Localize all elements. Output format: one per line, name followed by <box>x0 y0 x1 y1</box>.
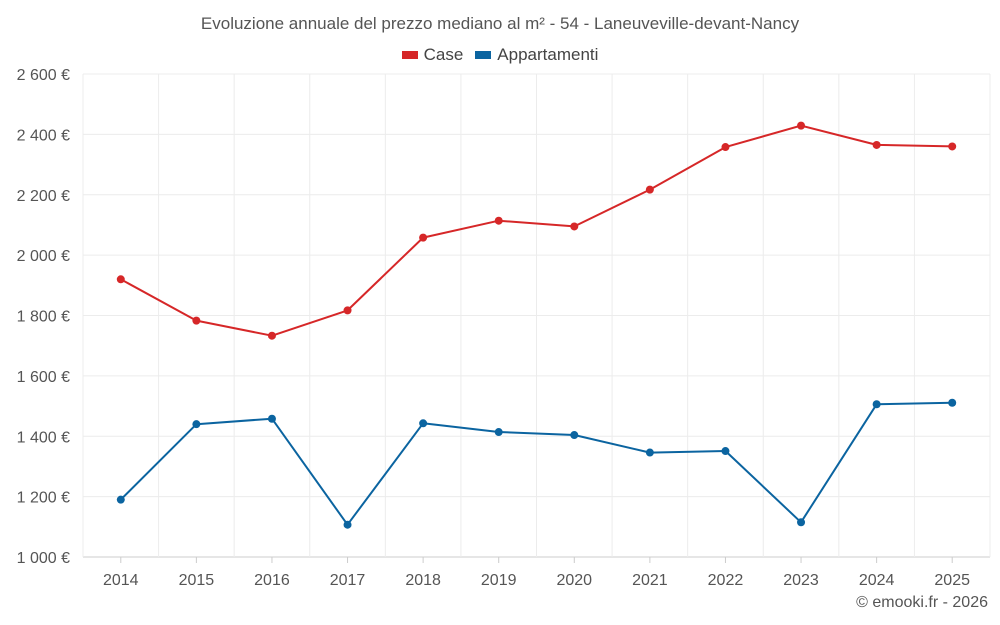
x-tick-label: 2015 <box>179 572 215 589</box>
data-point-case <box>494 216 503 225</box>
data-point-appartamenti <box>494 428 503 437</box>
x-tick-label: 2020 <box>556 572 592 589</box>
x-tick-label: 2022 <box>708 572 744 589</box>
y-tick-label: 1 000 € <box>17 550 70 567</box>
data-point-appartamenti <box>343 520 352 529</box>
x-tick-label: 2014 <box>103 572 139 589</box>
data-point-case <box>192 316 201 325</box>
data-point-appartamenti <box>645 448 654 457</box>
x-tick-label: 2016 <box>254 572 290 589</box>
data-point-appartamenti <box>192 420 201 429</box>
y-tick-label: 1 400 € <box>17 429 70 446</box>
legend-label-case: Case <box>423 45 464 64</box>
legend-item-case[interactable]: Case <box>401 45 464 65</box>
data-point-case <box>343 306 352 315</box>
data-point-case <box>872 140 881 149</box>
x-tick-label: 2024 <box>859 572 895 589</box>
data-point-appartamenti <box>721 447 730 456</box>
x-tick-label: 2019 <box>481 572 517 589</box>
x-tick-label: 2023 <box>783 572 819 589</box>
y-tick-label: 1 200 € <box>17 490 70 507</box>
data-point-case <box>267 331 276 340</box>
series-line-case <box>120 124 953 337</box>
data-point-appartamenti <box>570 431 579 440</box>
data-point-appartamenti <box>267 414 276 423</box>
data-point-appartamenti <box>948 398 957 407</box>
legend-label-appartamenti: Appartamenti <box>497 45 599 64</box>
data-point-case <box>116 275 125 284</box>
series-line-appartamenti <box>120 401 953 526</box>
legend: Case Appartamenti <box>0 45 1000 65</box>
y-tick-label: 1 600 € <box>17 369 70 386</box>
x-tick-label: 2018 <box>405 572 441 589</box>
y-tick-label: 2 400 € <box>17 127 70 144</box>
data-point-case <box>797 121 806 130</box>
data-point-case <box>570 222 579 231</box>
legend-swatch-case <box>401 51 418 59</box>
x-tick-label: 2017 <box>330 572 366 589</box>
y-tick-label: 2 600 € <box>17 67 70 84</box>
chart-title: Evoluzione annuale del prezzo mediano al… <box>200 14 800 33</box>
data-point-appartamenti <box>116 495 125 504</box>
y-tick-label: 2 200 € <box>17 188 70 205</box>
x-tick-label: 2025 <box>934 572 970 589</box>
credit-text: © emooki.fr - 2026 <box>856 594 988 611</box>
y-tick-label: 2 000 € <box>17 248 70 265</box>
data-point-case <box>419 233 428 242</box>
y-tick-label: 1 800 € <box>17 309 70 326</box>
data-point-case <box>721 143 730 152</box>
legend-item-appartamenti[interactable]: Appartamenti <box>475 45 598 65</box>
legend-swatch-appartamenti <box>475 51 492 59</box>
data-point-appartamenti <box>419 419 428 428</box>
data-point-appartamenti <box>872 400 881 409</box>
data-point-case <box>645 185 654 194</box>
data-point-case <box>948 142 957 151</box>
x-tick-label: 2021 <box>632 572 668 589</box>
data-point-appartamenti <box>797 518 806 527</box>
